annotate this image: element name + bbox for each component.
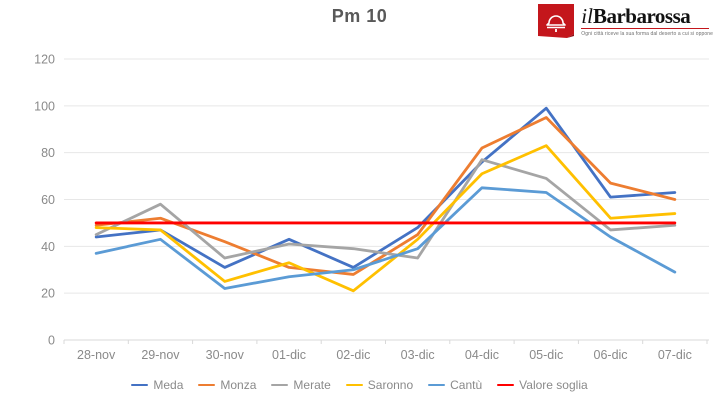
series-line-saronno [94, 144, 677, 293]
series-line-cantù [94, 186, 677, 290]
legend-item-cantù: Cantù [428, 378, 482, 392]
x-axis-label: 06-dic [594, 348, 628, 362]
legend-swatch [271, 383, 289, 387]
legend-swatch [131, 383, 149, 387]
legend-swatch [345, 383, 363, 387]
legend-swatch [497, 383, 515, 387]
series-line-merate [94, 158, 677, 260]
legend-item-meda: Meda [131, 378, 183, 392]
legend-label: Meda [153, 378, 184, 392]
x-axis-label: 07-dic [658, 348, 692, 362]
brand-text: ilBarbarossa Ogni città riceve la sua fo… [581, 3, 713, 37]
brand-rule [581, 28, 710, 29]
y-axis-label: 20 [41, 287, 55, 301]
legend-item-saronno: Saronno [345, 378, 414, 392]
chart-title: Pm 10 [331, 6, 388, 26]
legend-item-monza: Monza [198, 378, 256, 392]
y-axis-label: 120 [34, 53, 55, 67]
legend-swatch [198, 383, 216, 387]
x-axis-label: 05-dic [529, 348, 563, 362]
x-axis-label: 01-dic [272, 348, 306, 362]
bell-flag-icon [537, 3, 575, 39]
legend-item-merate: Merate [271, 378, 331, 392]
y-axis-label: 60 [41, 193, 55, 207]
brand-name: ilBarbarossa [581, 4, 691, 28]
y-axis-label: 0 [48, 334, 55, 348]
x-axis-label: 04-dic [465, 348, 499, 362]
legend-label: Valore soglia [519, 378, 588, 392]
brand-tagline: Ogni città riceve la sua forma dal deser… [581, 30, 713, 37]
legend-item-valore-soglia: Valore soglia [497, 378, 588, 392]
x-axis-label: 30-nov [206, 348, 245, 362]
y-axis-label: 100 [34, 99, 55, 113]
y-axis-label: 80 [41, 146, 55, 160]
y-axis-label: 40 [41, 240, 55, 254]
legend-label: Cantù [450, 378, 483, 392]
legend-swatch [428, 383, 446, 387]
x-axis-label: 28-nov [77, 348, 116, 362]
x-axis-label: 02-dic [336, 348, 370, 362]
x-axis-label: 03-dic [401, 348, 435, 362]
brand-logo: ilBarbarossa Ogni città riceve la sua fo… [537, 3, 713, 39]
x-axis-label: 29-nov [141, 348, 180, 362]
chart-legend: Meda Monza Merate Saronno Cantù Valore soglia [0, 378, 719, 392]
legend-label: Merate [293, 378, 331, 392]
legend-label: Monza [220, 378, 257, 392]
series-line-monza [94, 116, 677, 276]
series-line-meda [94, 106, 677, 269]
legend-label: Saronno [367, 378, 414, 392]
